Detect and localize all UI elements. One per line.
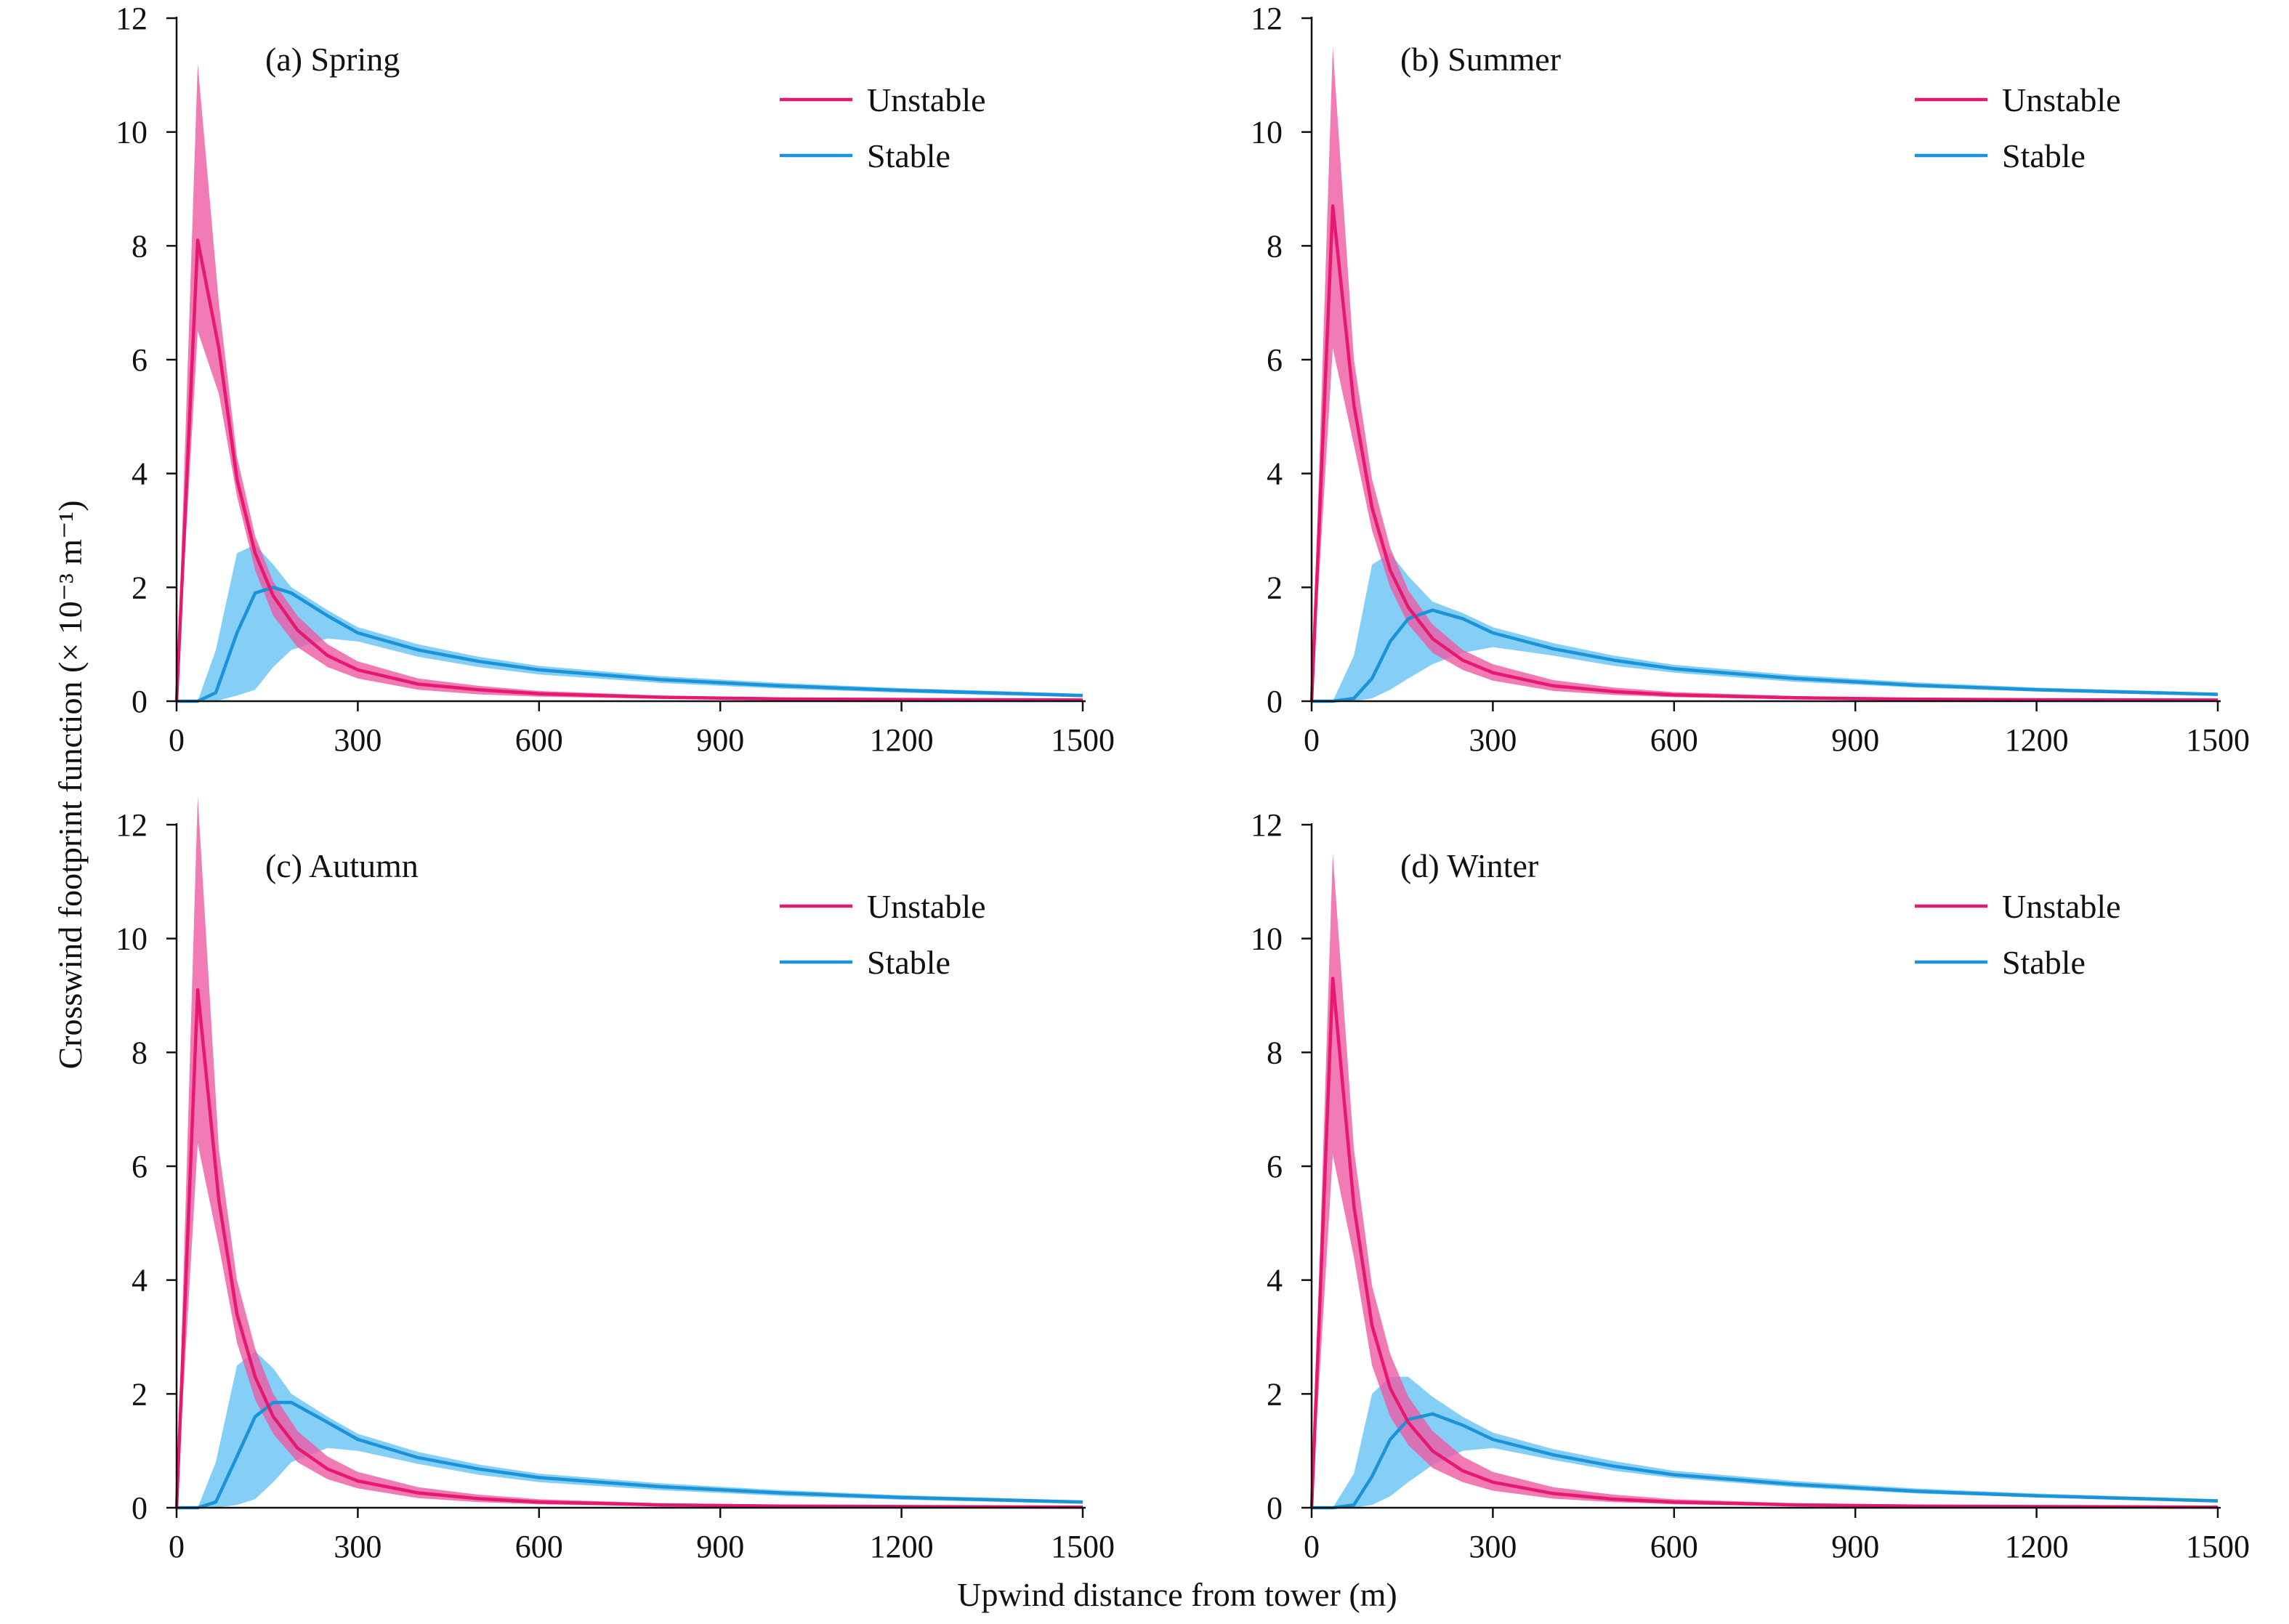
y-tick-label: 8 bbox=[132, 1035, 148, 1070]
legend-label-stable: Stable bbox=[2002, 944, 2086, 981]
series-line-stable bbox=[177, 586, 1083, 703]
y-tick-label: 4 bbox=[132, 456, 148, 492]
y-tick-label: 12 bbox=[116, 1, 148, 36]
band-stable bbox=[177, 1351, 1083, 1508]
y-tick-label: 8 bbox=[132, 228, 148, 264]
x-tick-label: 0 bbox=[169, 722, 185, 758]
y-axis-title: Crosswind footprint function (× 10⁻³ m⁻¹… bbox=[52, 500, 89, 1069]
y-tick-label: 2 bbox=[1267, 570, 1283, 605]
x-tick-label: 900 bbox=[1831, 722, 1879, 758]
x-tick-label: 300 bbox=[1469, 722, 1517, 758]
x-tick-label: 300 bbox=[1469, 1529, 1517, 1564]
y-tick-label: 12 bbox=[1251, 1, 1283, 36]
y-tick-label: 0 bbox=[1267, 684, 1283, 719]
y-tick-label: 10 bbox=[1251, 921, 1283, 957]
x-tick-label: 900 bbox=[1831, 1529, 1879, 1564]
y-tick-label: 8 bbox=[1267, 1035, 1283, 1070]
panel-2: 0 2 4 6 8 10 12 0 300 600 900 1200 1500 (b) Summer Uns… bbox=[1251, 1, 2250, 758]
series-line-unstable bbox=[174, 238, 1083, 702]
y-tick-label: 2 bbox=[132, 1376, 148, 1412]
y-tick-label: 2 bbox=[1267, 1376, 1283, 1412]
x-tick-label: 600 bbox=[1650, 1529, 1698, 1564]
y-tick-label: 0 bbox=[1267, 1490, 1283, 1526]
x-tick-label: 1200 bbox=[2005, 722, 2069, 758]
x-tick-label: 600 bbox=[515, 1529, 563, 1564]
x-tick-label: 900 bbox=[696, 1529, 744, 1564]
y-tick-label: 8 bbox=[1267, 228, 1283, 264]
x-tick-label: 1500 bbox=[2186, 1529, 2250, 1564]
legend-label-stable: Stable bbox=[867, 944, 950, 981]
x-tick-label: 1200 bbox=[2005, 1529, 2069, 1564]
legend-label-stable: Stable bbox=[2002, 137, 2086, 174]
y-tick-label: 6 bbox=[1267, 342, 1283, 378]
x-axis-title: Upwind distance from tower (m) bbox=[957, 1576, 1397, 1613]
series-line-stable bbox=[1312, 1412, 2219, 1510]
x-tick-label: 1500 bbox=[1051, 722, 1115, 758]
x-tick-label: 1200 bbox=[870, 722, 934, 758]
y-tick-label: 2 bbox=[132, 570, 148, 605]
x-tick-label: 0 bbox=[1304, 1529, 1320, 1564]
panel-title: (b) Summer bbox=[1400, 41, 1561, 78]
band-stable bbox=[1312, 553, 2218, 701]
band-stable bbox=[1312, 1376, 2218, 1508]
band-stable bbox=[177, 544, 1083, 701]
y-tick-label: 12 bbox=[1251, 807, 1283, 843]
legend-label-unstable: Unstable bbox=[867, 81, 986, 118]
y-tick-label: 6 bbox=[132, 342, 148, 378]
y-tick-label: 6 bbox=[132, 1149, 148, 1184]
x-tick-label: 0 bbox=[169, 1529, 185, 1564]
panel-title: (c) Autumn bbox=[265, 847, 419, 884]
y-tick-label: 0 bbox=[132, 1490, 148, 1526]
legend-label-unstable: Unstable bbox=[867, 888, 986, 925]
series-line-stable bbox=[177, 1400, 1083, 1510]
x-tick-label: 1500 bbox=[1051, 1529, 1115, 1564]
legend-label-stable: Stable bbox=[867, 137, 950, 174]
x-tick-label: 300 bbox=[334, 1529, 382, 1564]
x-tick-label: 600 bbox=[515, 722, 563, 758]
series-line-unstable bbox=[1309, 977, 2219, 1509]
series-line-stable bbox=[1312, 608, 2219, 703]
panel-3: 0 2 4 6 8 10 12 0 300 600 900 1200 1500 (c) Autumn Uns… bbox=[116, 796, 1115, 1564]
y-tick-label: 6 bbox=[1267, 1149, 1283, 1184]
panel-title: (d) Winter bbox=[1400, 847, 1538, 884]
panel-title: (a) Spring bbox=[265, 41, 400, 78]
y-tick-label: 12 bbox=[116, 807, 148, 843]
y-tick-label: 4 bbox=[132, 1263, 148, 1298]
x-tick-label: 1500 bbox=[2186, 722, 2250, 758]
y-tick-label: 4 bbox=[1267, 1263, 1283, 1298]
x-tick-label: 1200 bbox=[870, 1529, 934, 1564]
y-tick-label: 0 bbox=[132, 684, 148, 719]
legend-label-unstable: Unstable bbox=[2002, 81, 2121, 118]
panel-1: 0 2 4 6 8 10 12 0 300 600 900 1200 1500 (a) Spring Uns… bbox=[116, 1, 1115, 758]
x-tick-label: 300 bbox=[334, 722, 382, 758]
y-tick-label: 10 bbox=[1251, 115, 1283, 150]
y-tick-label: 10 bbox=[116, 921, 148, 957]
panel-4: 0 2 4 6 8 10 12 0 300 600 900 1200 1500 (d) Winter Uns… bbox=[1251, 807, 2250, 1564]
y-tick-label: 10 bbox=[116, 115, 148, 150]
legend-label-unstable: Unstable bbox=[2002, 888, 2121, 925]
x-tick-label: 900 bbox=[696, 722, 744, 758]
series-line-unstable bbox=[1309, 204, 2219, 702]
series-line-unstable bbox=[174, 987, 1083, 1509]
x-tick-label: 600 bbox=[1650, 722, 1698, 758]
y-tick-label: 4 bbox=[1267, 456, 1283, 492]
x-tick-label: 0 bbox=[1304, 722, 1320, 758]
